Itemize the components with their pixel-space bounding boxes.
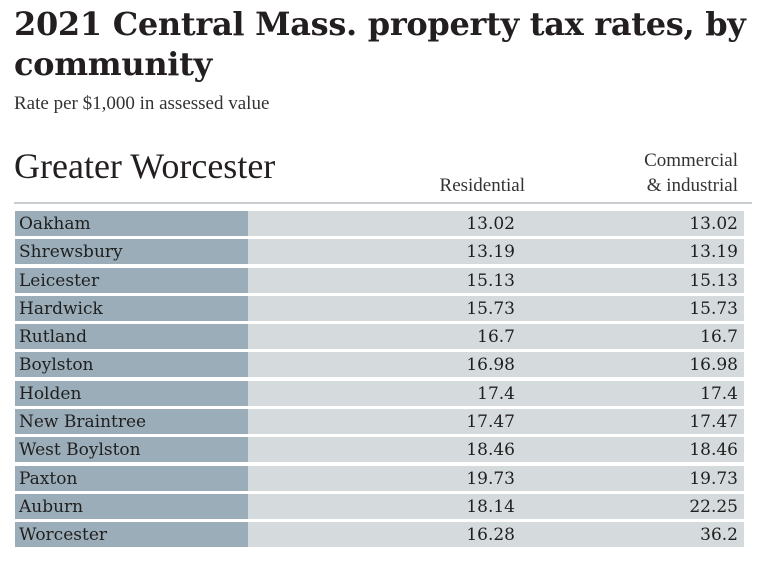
community-name: Oakham <box>15 211 248 236</box>
community-name: Shrewsbury <box>15 239 248 265</box>
rate-values: 17.4 17.4 <box>248 380 744 406</box>
column-header-residential: Residential <box>439 175 525 196</box>
commercial-rate: 16.98 <box>689 355 738 376</box>
rate-values: 16.7 16.7 <box>248 324 744 350</box>
commercial-rate: 13.19 <box>689 242 738 263</box>
table-row: New Braintree 17.47 17.47 <box>15 409 744 435</box>
residential-rate: 17.4 <box>477 383 515 404</box>
residential-rate: 18.46 <box>466 440 515 461</box>
residential-rate: 13.02 <box>466 214 515 234</box>
residential-rate: 16.28 <box>466 525 515 546</box>
column-header-commercial: Commercial & industrial <box>644 148 738 198</box>
community-name: Holden <box>15 380 248 406</box>
section-heading: Greater Worcester <box>14 146 276 186</box>
chart-subtitle: Rate per $1,000 in assessed value <box>14 93 270 114</box>
chart-title: 2021 Central Mass. property tax rates, b… <box>14 5 746 83</box>
rate-values: 13.19 13.19 <box>248 239 744 265</box>
table-row: Hardwick 15.73 15.73 <box>15 295 744 321</box>
commercial-rate: 15.13 <box>689 270 738 291</box>
table-row: Worcester 16.28 36.2 <box>15 522 744 548</box>
residential-rate: 19.73 <box>466 468 515 489</box>
residential-rate: 16.98 <box>466 355 515 376</box>
rate-values: 16.98 16.98 <box>248 352 744 378</box>
residential-rate: 15.73 <box>466 298 515 319</box>
table-row: Auburn 18.14 22.25 <box>15 493 744 519</box>
rate-values: 17.47 17.47 <box>248 409 744 435</box>
commercial-rate: 22.25 <box>689 496 738 517</box>
commercial-rate: 13.02 <box>689 214 738 234</box>
rate-values: 18.46 18.46 <box>248 437 744 463</box>
commercial-rate: 19.73 <box>689 468 738 489</box>
community-name: Auburn <box>15 493 248 519</box>
table-row: Leicester 15.13 15.13 <box>15 267 744 293</box>
commercial-rate: 15.73 <box>689 298 738 319</box>
community-name: West Boylston <box>15 437 248 463</box>
community-name: Boylston <box>15 352 248 378</box>
community-name: New Braintree <box>15 409 248 435</box>
community-name: Leicester <box>15 267 248 293</box>
commercial-rate: 16.7 <box>700 327 738 348</box>
community-name: Rutland <box>15 324 248 350</box>
residential-rate: 13.19 <box>466 242 515 263</box>
community-name: Worcester <box>15 522 248 548</box>
commercial-rate: 36.2 <box>700 525 738 546</box>
commercial-rate: 18.46 <box>689 440 738 461</box>
rate-values: 16.28 36.2 <box>248 522 744 548</box>
column-header-commercial-line2: & industrial <box>646 175 738 196</box>
table-row: Oakham 13.02 13.02 <box>15 211 744 236</box>
residential-rate: 15.13 <box>466 270 515 291</box>
community-name: Paxton <box>15 465 248 491</box>
rate-values: 15.73 15.73 <box>248 295 744 321</box>
commercial-rate: 17.47 <box>689 412 738 433</box>
table-row: Rutland 16.7 16.7 <box>15 324 744 350</box>
community-name: Hardwick <box>15 295 248 321</box>
residential-rate: 18.14 <box>466 496 515 517</box>
table-row: Paxton 19.73 19.73 <box>15 465 744 491</box>
table-row: Holden 17.4 17.4 <box>15 380 744 406</box>
table-row: West Boylston 18.46 18.46 <box>15 437 744 463</box>
residential-rate: 17.47 <box>466 412 515 433</box>
tax-rate-table: Oakham 13.02 13.02 Shrewsbury 13.19 13.19 Leic… <box>15 211 744 551</box>
residential-rate: 16.7 <box>477 327 515 348</box>
column-header-commercial-line1: Commercial <box>644 150 738 171</box>
rate-values: 15.13 15.13 <box>248 267 744 293</box>
commercial-rate: 17.4 <box>700 383 738 404</box>
table-row: Boylston 16.98 16.98 <box>15 352 744 378</box>
rate-values: 13.02 13.02 <box>248 211 744 236</box>
table-row: Shrewsbury 13.19 13.19 <box>15 239 744 265</box>
rate-values: 19.73 19.73 <box>248 465 744 491</box>
rate-values: 18.14 22.25 <box>248 493 744 519</box>
header-divider <box>14 202 752 204</box>
